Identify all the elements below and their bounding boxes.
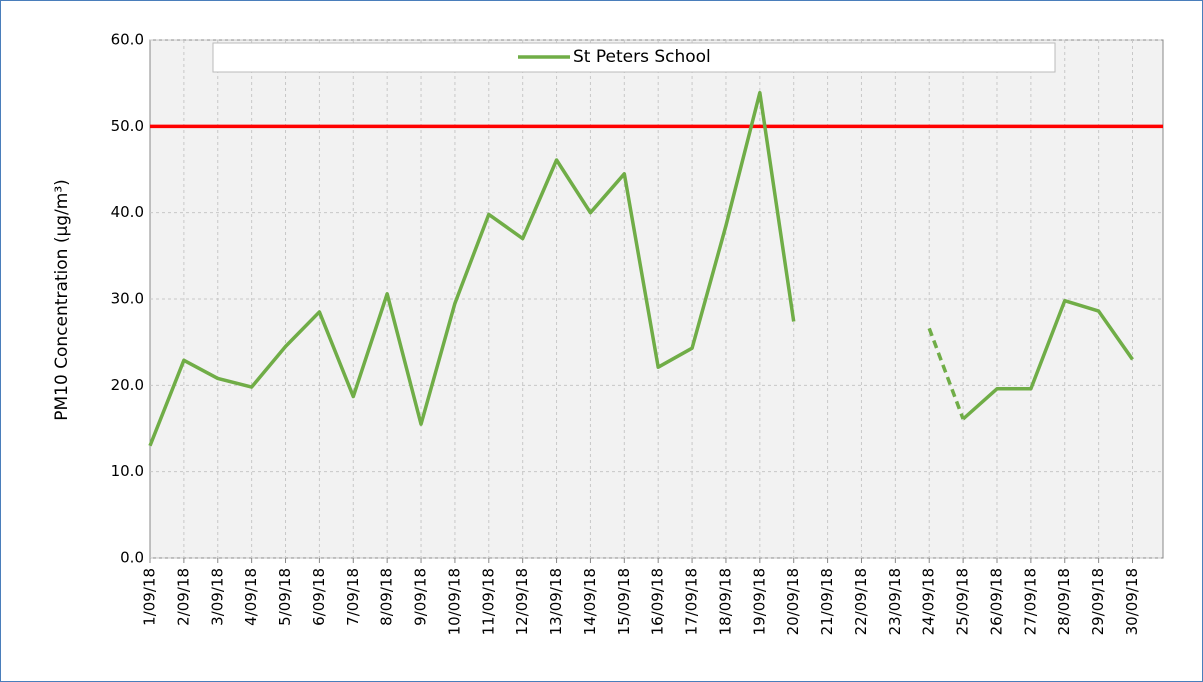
x-tick-label: 5/09/18 xyxy=(276,568,294,626)
series-line xyxy=(927,298,1134,421)
y-tick-label: 0.0 xyxy=(120,549,144,567)
x-tick-label: 13/09/18 xyxy=(547,568,565,635)
x-tick-label: 17/09/18 xyxy=(683,568,701,635)
x-tick-label: 28/09/18 xyxy=(1055,568,1073,635)
x-tick-label: 23/09/18 xyxy=(886,568,904,635)
x-tick-label: 15/09/18 xyxy=(615,568,633,635)
y-tick-label: 40.0 xyxy=(111,203,144,221)
x-tick-label: 16/09/18 xyxy=(649,568,667,635)
x-tick-label: 2/09/18 xyxy=(174,568,192,626)
y-tick-label: 20.0 xyxy=(111,376,144,394)
x-tick-label: 30/09/18 xyxy=(1123,568,1141,635)
x-tick-label: 1/09/18 xyxy=(141,568,159,626)
legend-label: St Peters School xyxy=(573,47,711,67)
x-tick-label: 9/09/18 xyxy=(412,568,430,626)
x-tick-label: 27/09/18 xyxy=(1021,568,1039,635)
y-tick-label: 10.0 xyxy=(111,462,144,480)
y-axis-label: PM10 Concentration (µg/m³) xyxy=(52,179,72,421)
x-tick-label: 22/09/18 xyxy=(852,568,870,635)
legend xyxy=(212,42,1056,73)
x-tick-label: 19/09/18 xyxy=(750,568,768,635)
x-tick-label: 10/09/18 xyxy=(445,568,463,635)
x-tick-label: 26/09/18 xyxy=(987,568,1005,635)
x-tick-label: 3/09/18 xyxy=(208,568,226,626)
y-tick-label: 50.0 xyxy=(111,117,144,135)
x-tick-label: 25/09/18 xyxy=(954,568,972,635)
y-tick-label: 60.0 xyxy=(111,31,144,49)
x-tick-label: 24/09/18 xyxy=(920,568,938,635)
x-tick-label: 4/09/18 xyxy=(242,568,260,626)
y-tick-label: 30.0 xyxy=(111,290,144,308)
series-line-dashed xyxy=(927,327,965,420)
x-tick-label: 18/09/18 xyxy=(716,568,734,635)
x-tick-label: 20/09/18 xyxy=(784,568,802,635)
x-tick-label: 11/09/18 xyxy=(479,568,497,635)
x-tick-label: 12/09/18 xyxy=(513,568,531,635)
x-tick-label: 8/09/18 xyxy=(378,568,396,626)
x-tick-label: 21/09/18 xyxy=(818,568,836,635)
x-tick-label: 29/09/18 xyxy=(1089,568,1107,635)
x-tick-label: 6/09/18 xyxy=(310,568,328,626)
x-tick-label: 7/09/18 xyxy=(344,568,362,626)
x-tick-label: 14/09/18 xyxy=(581,568,599,635)
series-line xyxy=(148,90,796,447)
